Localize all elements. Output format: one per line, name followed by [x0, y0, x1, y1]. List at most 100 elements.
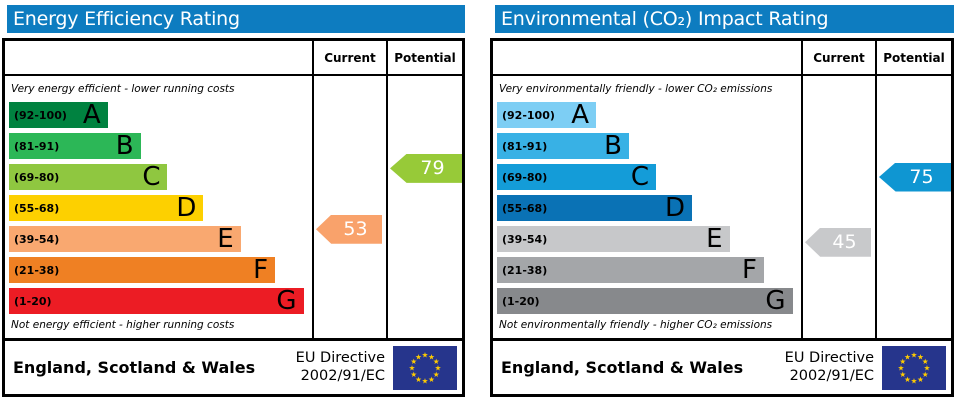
current-column: 45 [801, 76, 875, 338]
corner-cell [493, 41, 801, 76]
panel-title: Energy Efficiency Rating [7, 5, 465, 33]
svg-text:★: ★ [410, 357, 417, 366]
band-g: (1-20) G [497, 288, 793, 314]
band-letter: G [276, 286, 297, 316]
rating-grid: Current Potential Very environmentally f… [493, 41, 951, 338]
band-c: (69-80) C [497, 164, 656, 190]
band-range-label: (55-68) [14, 201, 60, 215]
svg-text:★: ★ [911, 350, 918, 359]
band-range-label: (69-80) [502, 170, 548, 184]
band-letter: A [571, 100, 589, 130]
region-label: England, Scotland & Wales [13, 358, 256, 377]
directive-line2: 2002/91/EC [300, 367, 385, 384]
bands-area: Very energy efficient - lower running co… [5, 76, 312, 338]
svg-text:★: ★ [422, 350, 429, 359]
bottom-note: Not energy efficient - higher running co… [11, 319, 235, 331]
band-letter: D [664, 193, 685, 223]
band-a: (92-100) A [9, 102, 108, 128]
band-letter: E [217, 224, 234, 254]
band-letter: D [176, 193, 197, 223]
footer: England, Scotland & Wales EU Directive 2… [5, 338, 462, 394]
potential-rating-marker: 79 [390, 153, 462, 183]
potential-column-header: Potential [875, 41, 951, 76]
band-range-label: (92-100) [502, 108, 555, 122]
band-range-label: (81-91) [502, 139, 548, 153]
svg-text:★: ★ [904, 352, 911, 361]
footer: England, Scotland & Wales EU Directive 2… [493, 338, 951, 394]
svg-text:★: ★ [917, 352, 924, 361]
region-label: England, Scotland & Wales [501, 358, 744, 377]
band-range-label: (1-20) [502, 294, 540, 308]
svg-text:★: ★ [917, 374, 924, 383]
svg-text:★: ★ [433, 370, 440, 379]
directive-line2: 2002/91/EC [789, 367, 874, 384]
svg-text:★: ★ [415, 374, 422, 383]
svg-text:★: ★ [428, 352, 435, 361]
svg-text:★: ★ [904, 374, 911, 383]
bands-area: Very environmentally friendly - lower CO… [493, 76, 801, 338]
svg-text:★: ★ [415, 352, 422, 361]
svg-text:★: ★ [409, 363, 416, 372]
current-rating-marker: 45 [805, 227, 871, 257]
bottom-note: Not environmentally friendly - higher CO… [499, 319, 773, 331]
band-b: (81-91) B [9, 133, 141, 159]
band-letter: C [630, 162, 649, 192]
potential-column: 75 [875, 76, 951, 338]
band-e: (39-54) E [9, 226, 241, 252]
band-range-label: (21-38) [14, 263, 60, 277]
svg-text:★: ★ [898, 363, 905, 372]
eu-directive-label: EU Directive 2002/91/EC [785, 350, 874, 385]
band-range-label: (92-100) [14, 108, 67, 122]
band-g: (1-20) G [9, 288, 304, 314]
band-letter: G [765, 286, 786, 316]
current-column-header: Current [312, 41, 386, 76]
potential-column: 79 [386, 76, 462, 338]
top-note: Very energy efficient - lower running co… [11, 83, 235, 95]
svg-text:★: ★ [922, 370, 929, 379]
eu-flag-icon: ★ ★★★★★★★★★★★ [882, 345, 946, 390]
rating-table: Current Potential Very environmentally f… [490, 38, 954, 397]
band-range-label: (1-20) [14, 294, 52, 308]
band-f: (21-38) F [497, 257, 764, 283]
band-range-label: (21-38) [502, 263, 548, 277]
svg-text:★: ★ [899, 357, 906, 366]
panel-title: Environmental (CO₂) Impact Rating [495, 5, 954, 33]
corner-cell [5, 41, 312, 76]
current-rating-marker: 53 [316, 214, 382, 244]
svg-text:★: ★ [410, 370, 417, 379]
band-letter: B [115, 131, 134, 161]
band-letter: C [142, 162, 161, 192]
band-letter: F [253, 255, 269, 285]
rating-bands: (92-100) A (81-91) B (69-80) C (55-68) D (39-54)… [9, 102, 308, 314]
band-letter: E [706, 224, 723, 254]
band-range-label: (69-80) [14, 170, 60, 184]
potential-column-header: Potential [386, 41, 462, 76]
directive-line1: EU Directive [784, 350, 874, 367]
svg-text:★: ★ [422, 376, 429, 385]
band-letter: B [604, 131, 622, 161]
svg-text:★: ★ [433, 357, 440, 366]
band-range-label: (81-91) [14, 139, 60, 153]
svg-text:★: ★ [428, 374, 435, 383]
band-range-label: (39-54) [502, 232, 548, 246]
svg-text:★: ★ [911, 376, 918, 385]
svg-text:★: ★ [899, 370, 906, 379]
potential-rating-marker: 75 [879, 162, 951, 192]
energy-efficiency-panel: Energy Efficiency Rating Current Potenti… [2, 5, 465, 397]
svg-text:★: ★ [922, 357, 929, 366]
band-a: (92-100) A [497, 102, 596, 128]
band-b: (81-91) B [497, 133, 629, 159]
band-range-label: (55-68) [502, 201, 548, 215]
eu-flag-icon: ★ ★★★★★★★★★★★ [393, 345, 457, 390]
band-c: (69-80) C [9, 162, 168, 192]
band-range-label: (39-54) [14, 232, 60, 246]
current-column: 53 [312, 76, 386, 338]
svg-text:★: ★ [924, 363, 931, 372]
band-letter: F [742, 255, 757, 285]
rating-bands: (92-100) A (81-91) B (69-80) C (55-68) D (39-54)… [497, 102, 797, 314]
current-column-header: Current [801, 41, 875, 76]
directive-line1: EU Directive [295, 350, 385, 367]
environmental-impact-panel: Environmental (CO₂) Impact Rating Curren… [490, 5, 954, 397]
band-letter: A [82, 100, 101, 130]
rating-grid: Current Potential Very energy efficient … [5, 41, 462, 338]
